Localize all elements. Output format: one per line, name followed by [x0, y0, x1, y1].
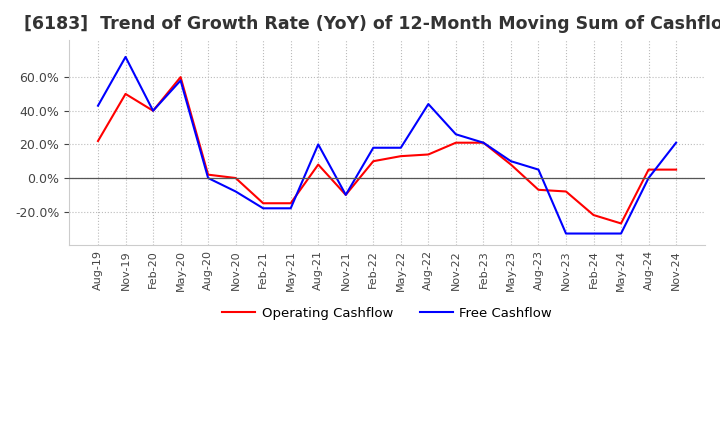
- Title: [6183]  Trend of Growth Rate (YoY) of 12-Month Moving Sum of Cashflows: [6183] Trend of Growth Rate (YoY) of 12-…: [24, 15, 720, 33]
- Free Cashflow: [617, 231, 626, 236]
- Free Cashflow: [562, 231, 570, 236]
- Operating Cashflow: [121, 91, 130, 96]
- Operating Cashflow: [424, 152, 433, 157]
- Free Cashflow: [176, 78, 185, 83]
- Operating Cashflow: [369, 158, 377, 164]
- Operating Cashflow: [507, 162, 516, 167]
- Free Cashflow: [259, 205, 268, 211]
- Free Cashflow: [424, 101, 433, 106]
- Operating Cashflow: [589, 213, 598, 218]
- Operating Cashflow: [644, 167, 653, 172]
- Operating Cashflow: [562, 189, 570, 194]
- Free Cashflow: [369, 145, 377, 150]
- Free Cashflow: [231, 189, 240, 194]
- Free Cashflow: [341, 192, 350, 198]
- Operating Cashflow: [94, 139, 102, 144]
- Free Cashflow: [534, 167, 543, 172]
- Free Cashflow: [149, 108, 158, 114]
- Free Cashflow: [672, 140, 680, 145]
- Operating Cashflow: [534, 187, 543, 192]
- Free Cashflow: [397, 145, 405, 150]
- Free Cashflow: [94, 103, 102, 108]
- Operating Cashflow: [314, 162, 323, 167]
- Line: Free Cashflow: Free Cashflow: [98, 57, 676, 234]
- Operating Cashflow: [479, 140, 487, 145]
- Free Cashflow: [589, 231, 598, 236]
- Free Cashflow: [479, 140, 487, 145]
- Free Cashflow: [287, 205, 295, 211]
- Operating Cashflow: [149, 108, 158, 114]
- Operating Cashflow: [231, 176, 240, 181]
- Line: Operating Cashflow: Operating Cashflow: [98, 77, 676, 224]
- Free Cashflow: [314, 142, 323, 147]
- Operating Cashflow: [672, 167, 680, 172]
- Operating Cashflow: [617, 221, 626, 226]
- Free Cashflow: [121, 54, 130, 59]
- Operating Cashflow: [259, 201, 268, 206]
- Free Cashflow: [644, 176, 653, 181]
- Free Cashflow: [507, 158, 516, 164]
- Legend: Operating Cashflow, Free Cashflow: Operating Cashflow, Free Cashflow: [217, 301, 557, 325]
- Free Cashflow: [451, 132, 460, 137]
- Operating Cashflow: [287, 201, 295, 206]
- Operating Cashflow: [176, 74, 185, 80]
- Free Cashflow: [204, 176, 212, 181]
- Operating Cashflow: [397, 154, 405, 159]
- Operating Cashflow: [341, 192, 350, 198]
- Operating Cashflow: [451, 140, 460, 145]
- Operating Cashflow: [204, 172, 212, 177]
